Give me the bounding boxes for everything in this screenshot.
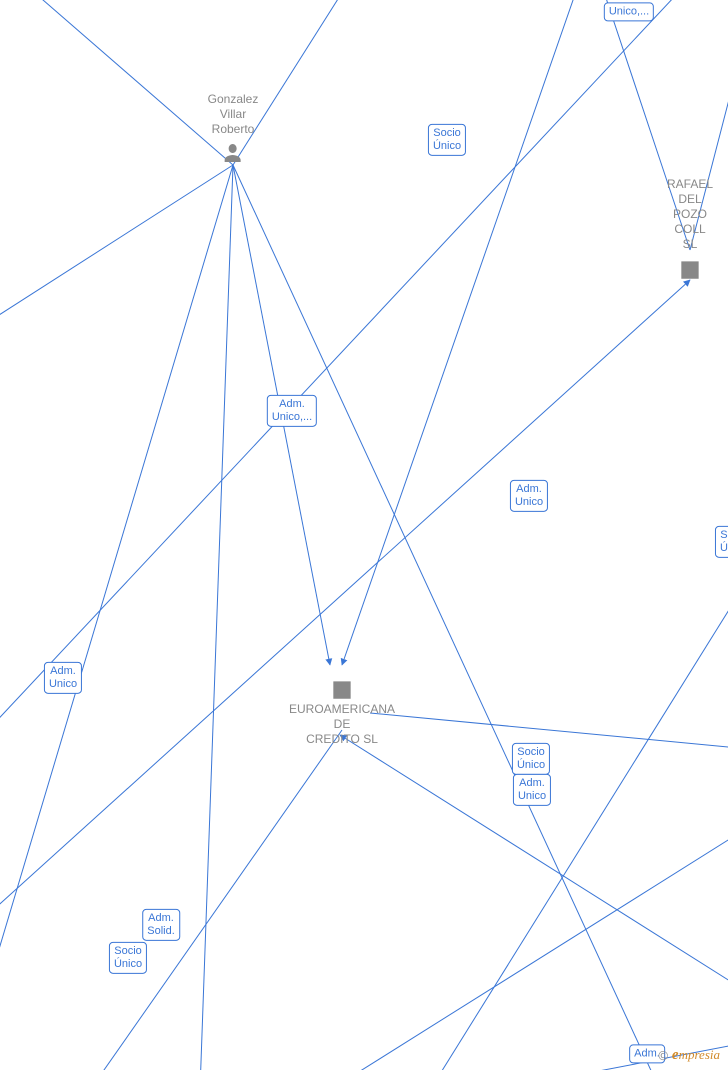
edge [0,165,233,1070]
brand-logo: empresia [672,1047,720,1064]
edge [330,820,728,1070]
edge [0,0,690,760]
edge [233,0,350,165]
edge [200,165,233,1070]
edge [600,0,690,250]
edge [340,735,728,1000]
edge [0,165,233,340]
edge [0,280,690,940]
network-graph [0,0,728,1070]
edge [233,165,660,1070]
edge [20,0,233,165]
edge [233,165,330,665]
watermark: © empresia [658,1047,720,1064]
edge [430,560,728,1070]
copyright-symbol: © [658,1048,668,1063]
edge [90,730,342,1070]
edge [342,0,580,665]
edge [370,713,728,750]
edge [690,0,728,250]
